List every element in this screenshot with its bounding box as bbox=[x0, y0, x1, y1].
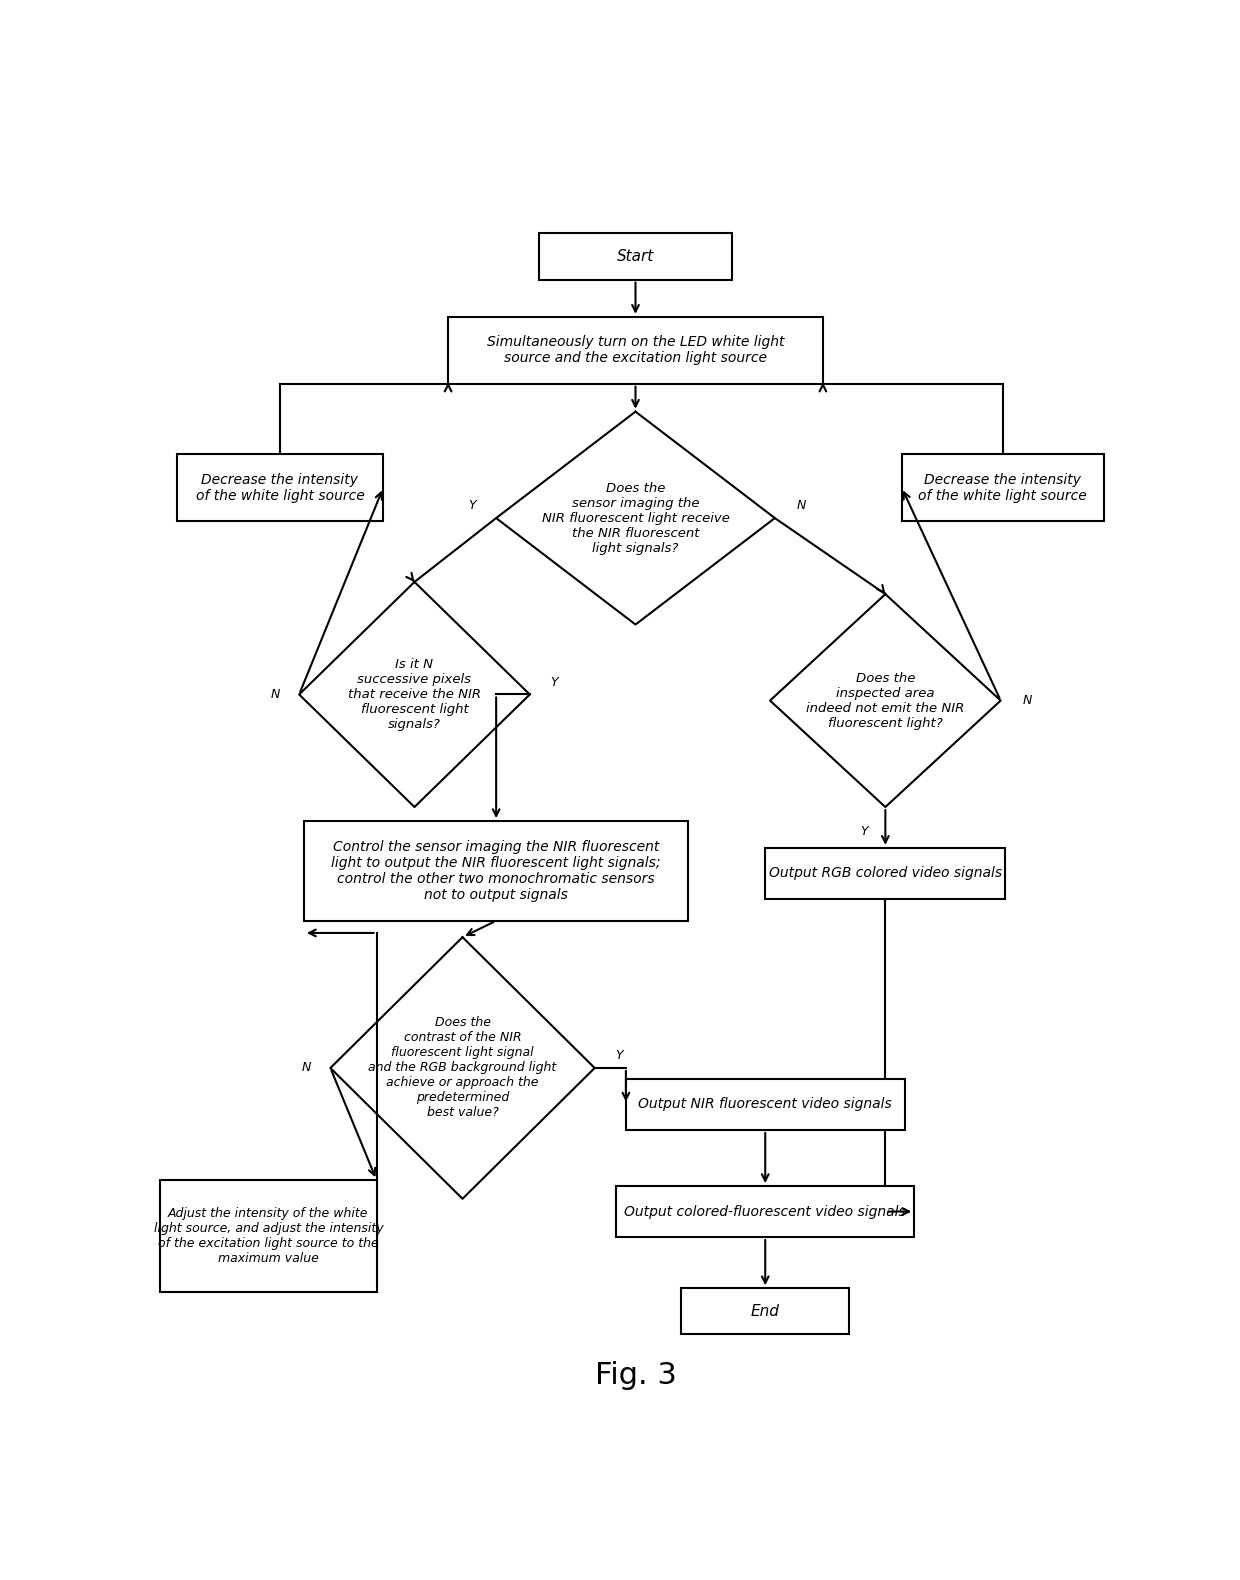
Text: Does the
sensor imaging the
NIR fluorescent light receive
the NIR fluorescent
li: Does the sensor imaging the NIR fluoresc… bbox=[542, 482, 729, 555]
Text: Adjust the intensity of the white
light source, and adjust the intensity
of the : Adjust the intensity of the white light … bbox=[154, 1207, 383, 1266]
Text: Y: Y bbox=[469, 499, 476, 512]
Text: Decrease the intensity
of the white light source: Decrease the intensity of the white ligh… bbox=[196, 472, 365, 502]
Text: N: N bbox=[301, 1062, 311, 1074]
Text: Fig. 3: Fig. 3 bbox=[594, 1362, 677, 1390]
Text: Start: Start bbox=[616, 250, 655, 264]
Text: End: End bbox=[750, 1304, 780, 1319]
Text: Output NIR fluorescent video signals: Output NIR fluorescent video signals bbox=[639, 1098, 892, 1111]
Polygon shape bbox=[299, 581, 529, 807]
Polygon shape bbox=[330, 937, 595, 1199]
Text: Control the sensor imaging the NIR fluorescent
light to output the NIR fluoresce: Control the sensor imaging the NIR fluor… bbox=[331, 839, 661, 902]
FancyBboxPatch shape bbox=[448, 316, 823, 384]
Text: Output colored-fluorescent video signals: Output colored-fluorescent video signals bbox=[625, 1204, 906, 1218]
Text: Is it N
successive pixels
that receive the NIR
fluorescent light
signals?: Is it N successive pixels that receive t… bbox=[348, 657, 481, 732]
Text: Output RGB colored video signals: Output RGB colored video signals bbox=[769, 866, 1002, 880]
FancyBboxPatch shape bbox=[765, 848, 1006, 899]
Text: Y: Y bbox=[615, 1049, 622, 1062]
FancyBboxPatch shape bbox=[681, 1288, 849, 1335]
FancyBboxPatch shape bbox=[176, 453, 383, 521]
FancyBboxPatch shape bbox=[626, 1079, 905, 1130]
FancyBboxPatch shape bbox=[539, 234, 732, 280]
Text: Simultaneously turn on the LED white light
source and the excitation light sourc: Simultaneously turn on the LED white lig… bbox=[487, 335, 784, 365]
Text: Y: Y bbox=[551, 676, 558, 689]
FancyBboxPatch shape bbox=[616, 1187, 914, 1237]
Text: Y: Y bbox=[861, 825, 868, 837]
Text: N: N bbox=[1023, 694, 1032, 708]
Text: Does the
contrast of the NIR
fluorescent light signal
and the RGB background lig: Does the contrast of the NIR fluorescent… bbox=[368, 1016, 557, 1120]
Text: N: N bbox=[270, 687, 280, 702]
Polygon shape bbox=[770, 594, 1001, 807]
Text: N: N bbox=[797, 499, 806, 512]
Text: Does the
inspected area
indeed not emit the NIR
fluorescent light?: Does the inspected area indeed not emit … bbox=[806, 672, 965, 730]
Text: Decrease the intensity
of the white light source: Decrease the intensity of the white ligh… bbox=[919, 472, 1087, 502]
Polygon shape bbox=[496, 412, 775, 624]
FancyBboxPatch shape bbox=[304, 822, 688, 921]
FancyBboxPatch shape bbox=[901, 453, 1104, 521]
FancyBboxPatch shape bbox=[160, 1180, 377, 1292]
